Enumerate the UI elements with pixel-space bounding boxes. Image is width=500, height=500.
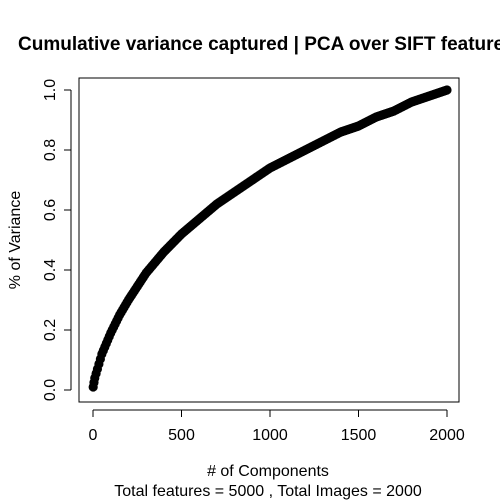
x-tick-label: 500	[168, 427, 195, 444]
y-tick-label: 0.0	[42, 379, 59, 401]
data-point	[91, 368, 101, 379]
x-tick-label: 1000	[252, 427, 288, 444]
data-series	[88, 85, 452, 392]
data-point	[95, 354, 105, 364]
x-tick-label: 1500	[341, 427, 377, 444]
chart-title: Cumulative variance captured | PCA over …	[18, 34, 500, 55]
x-axis-sublabel: Total features = 5000 , Total Images = 2…	[114, 483, 422, 500]
y-tick-label: 0.8	[42, 139, 59, 161]
data-point	[89, 377, 99, 388]
y-tick-label: 1.0	[42, 79, 59, 101]
x-tick-label: 2000	[429, 427, 465, 444]
y-tick-label: 0.4	[42, 259, 59, 281]
y-tick-label: 0.6	[42, 199, 59, 221]
y-axis-label: % of Variance	[7, 191, 24, 290]
y-tick-label: 0.2	[42, 319, 59, 341]
y-axis: 0.0 0.2 0.4 0.6 0.8 1.0	[42, 79, 72, 401]
x-tick-label: 0	[89, 427, 98, 444]
plot-frame	[78, 77, 460, 403]
x-axis: 0 500 1000 1500 2000	[89, 409, 465, 444]
x-axis-label: # of Components	[207, 463, 329, 480]
data-point	[440, 85, 451, 96]
